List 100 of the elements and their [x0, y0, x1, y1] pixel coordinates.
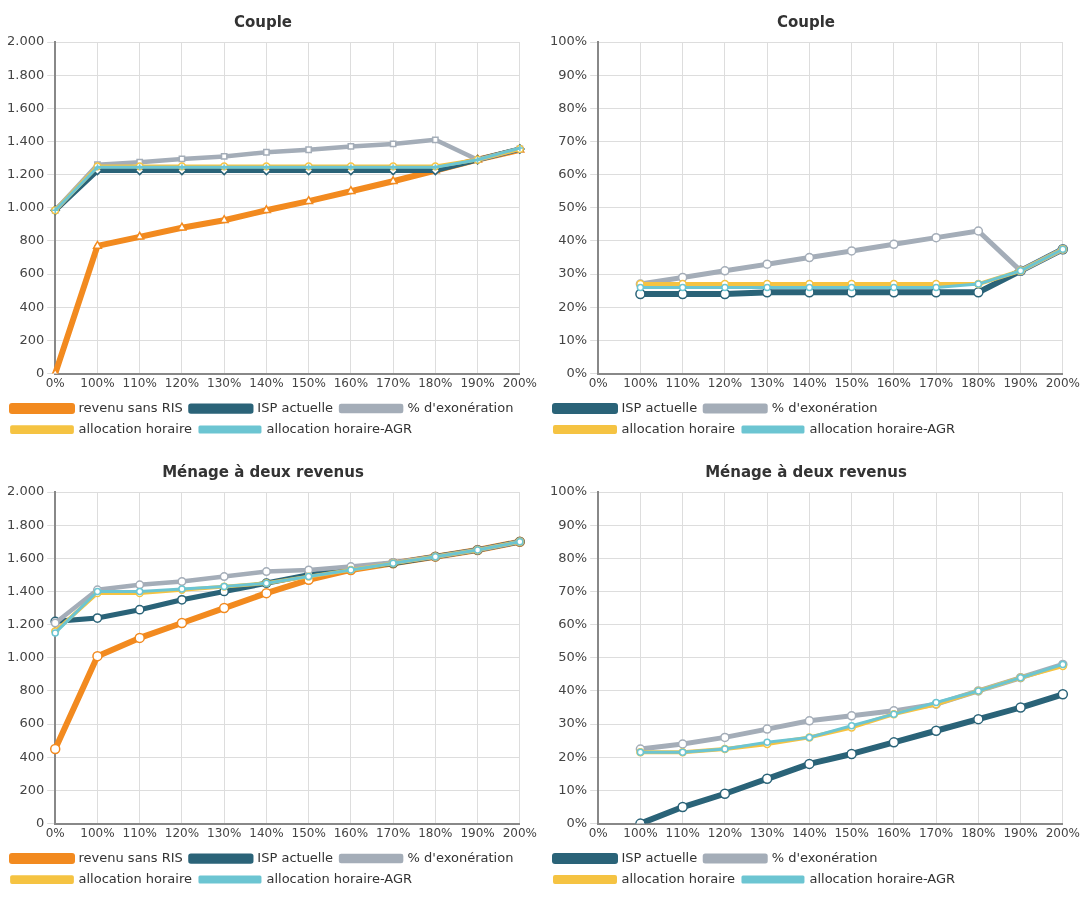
x-tick-label: 200% — [502, 375, 537, 390]
chart-title: Ménage à deux revenus — [705, 462, 907, 481]
y-tick-label: 50% — [558, 199, 588, 215]
y-tick-label: 0 — [35, 364, 45, 380]
x-tick-label: 200% — [1045, 825, 1080, 840]
x-tick-label: 180% — [418, 375, 453, 390]
x-tick-label: 120% — [707, 375, 743, 390]
x-tick-label: 150% — [834, 825, 869, 840]
y-tick-label: 600 — [19, 265, 45, 281]
x-tick-label: 170% — [918, 825, 954, 840]
legend-label: allocation horaire — [78, 870, 192, 886]
legend-label: allocation horaire-AGR — [809, 420, 956, 436]
y-tick-label: 800 — [19, 682, 45, 698]
x-tick-label: 100% — [80, 825, 115, 840]
x-tick-label: 0% — [588, 825, 608, 840]
x-tick-label: 100% — [623, 825, 658, 840]
y-tick-label: 2.000 — [7, 483, 45, 499]
y-tick-label: 1.200 — [7, 166, 45, 182]
legend-label: revenu sans RIS — [78, 849, 183, 865]
x-tick-label: 160% — [876, 375, 912, 390]
legend-label: % d'exonération — [771, 849, 878, 865]
x-tick-label: 190% — [460, 825, 495, 840]
x-tick-label: 100% — [623, 375, 658, 390]
y-tick-label: 30% — [558, 715, 588, 731]
y-tick-label: 70% — [558, 132, 588, 148]
y-tick-label: 50% — [558, 649, 588, 665]
x-tick-label: 110% — [665, 375, 700, 390]
x-tick-label: 140% — [249, 825, 284, 840]
legend-label: ISP actuelle — [257, 399, 334, 415]
x-tick-label: 120% — [164, 825, 200, 840]
y-tick-label: 0% — [566, 814, 588, 830]
y-tick-label: 1.800 — [7, 66, 45, 82]
x-tick-label: 110% — [122, 375, 157, 390]
x-tick-label: 180% — [961, 825, 996, 840]
legend-label: % d'exonération — [407, 849, 514, 865]
chart-title: Couple — [233, 12, 293, 31]
y-tick-label: 2.000 — [7, 33, 45, 49]
legend-label: ISP actuelle — [621, 849, 698, 865]
y-tick-label: 80% — [558, 549, 588, 565]
x-tick-label: 140% — [249, 375, 284, 390]
y-tick-label: 70% — [558, 582, 588, 598]
x-tick-label: 170% — [918, 375, 954, 390]
y-tick-label: 60% — [558, 616, 588, 632]
x-tick-label: 190% — [1003, 825, 1038, 840]
x-tick-label: 170% — [375, 375, 411, 390]
y-tick-label: 90% — [558, 66, 588, 82]
y-tick-label: 400 — [19, 748, 45, 764]
y-tick-label: 800 — [19, 232, 45, 248]
legend-label: allocation horaire — [621, 870, 735, 886]
y-tick-label: 200 — [19, 331, 45, 347]
x-tick-label: 180% — [961, 375, 996, 390]
x-tick-label: 120% — [707, 825, 743, 840]
x-tick-label: 160% — [333, 825, 369, 840]
x-tick-label: 130% — [207, 825, 242, 840]
y-tick-label: 60% — [558, 166, 588, 182]
x-tick-label: 200% — [502, 825, 537, 840]
x-tick-label: 160% — [876, 825, 912, 840]
x-tick-label: 110% — [665, 825, 700, 840]
y-tick-label: 0% — [566, 364, 588, 380]
y-tick-label: 0 — [35, 814, 45, 830]
y-tick-label: 600 — [19, 715, 45, 731]
y-tick-label: 20% — [558, 298, 588, 314]
y-tick-label: 100% — [549, 33, 588, 49]
y-tick-label: 1.400 — [7, 582, 45, 598]
x-tick-label: 170% — [375, 825, 411, 840]
x-tick-label: 190% — [1003, 375, 1038, 390]
y-tick-label: 1.800 — [7, 516, 45, 532]
chart-title: Ménage à deux revenus — [162, 462, 364, 481]
x-tick-label: 130% — [207, 375, 242, 390]
legend-label: ISP actuelle — [257, 849, 334, 865]
y-tick-label: 400 — [19, 298, 45, 314]
y-tick-label: 1.400 — [7, 132, 45, 148]
legend-label: allocation horaire — [78, 420, 192, 436]
legend-label: allocation horaire — [621, 420, 735, 436]
y-tick-label: 10% — [558, 781, 588, 797]
y-tick-label: 20% — [558, 748, 588, 764]
x-tick-label: 130% — [749, 825, 785, 840]
y-tick-label: 30% — [558, 265, 588, 281]
y-tick-label: 40% — [558, 232, 588, 248]
legend-label: allocation horaire-AGR — [266, 870, 413, 886]
x-tick-label: 0% — [45, 825, 65, 840]
y-tick-label: 80% — [558, 99, 588, 115]
legend-label: revenu sans RIS — [78, 399, 183, 415]
y-tick-label: 1.600 — [7, 549, 45, 565]
y-tick-label: 1.000 — [7, 649, 45, 665]
x-tick-label: 110% — [122, 825, 157, 840]
y-tick-label: 1.000 — [7, 199, 45, 215]
x-tick-label: 150% — [291, 375, 326, 390]
y-tick-label: 100% — [549, 483, 588, 499]
x-tick-label: 180% — [418, 825, 453, 840]
x-tick-label: 130% — [749, 375, 785, 390]
x-tick-label: 120% — [164, 375, 200, 390]
x-tick-label: 140% — [792, 825, 827, 840]
x-tick-label: 150% — [834, 375, 869, 390]
x-tick-label: 200% — [1045, 375, 1080, 390]
x-tick-label: 100% — [80, 375, 115, 390]
legend-label: % d'exonération — [771, 399, 878, 415]
x-tick-label: 160% — [333, 375, 369, 390]
y-tick-label: 200 — [19, 781, 45, 797]
x-tick-label: 190% — [460, 375, 495, 390]
